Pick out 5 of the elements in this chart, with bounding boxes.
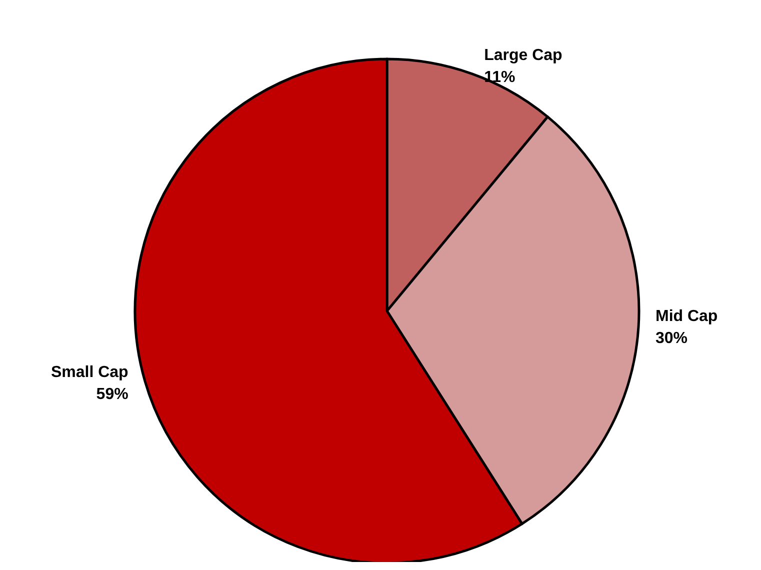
slice-label: Mid Cap: [655, 308, 718, 325]
slice-label: Large Cap: [484, 46, 563, 64]
data-label: 30%: [655, 330, 688, 347]
data-label: 59%: [96, 386, 128, 404]
slice-label: Small Cap: [50, 364, 129, 382]
